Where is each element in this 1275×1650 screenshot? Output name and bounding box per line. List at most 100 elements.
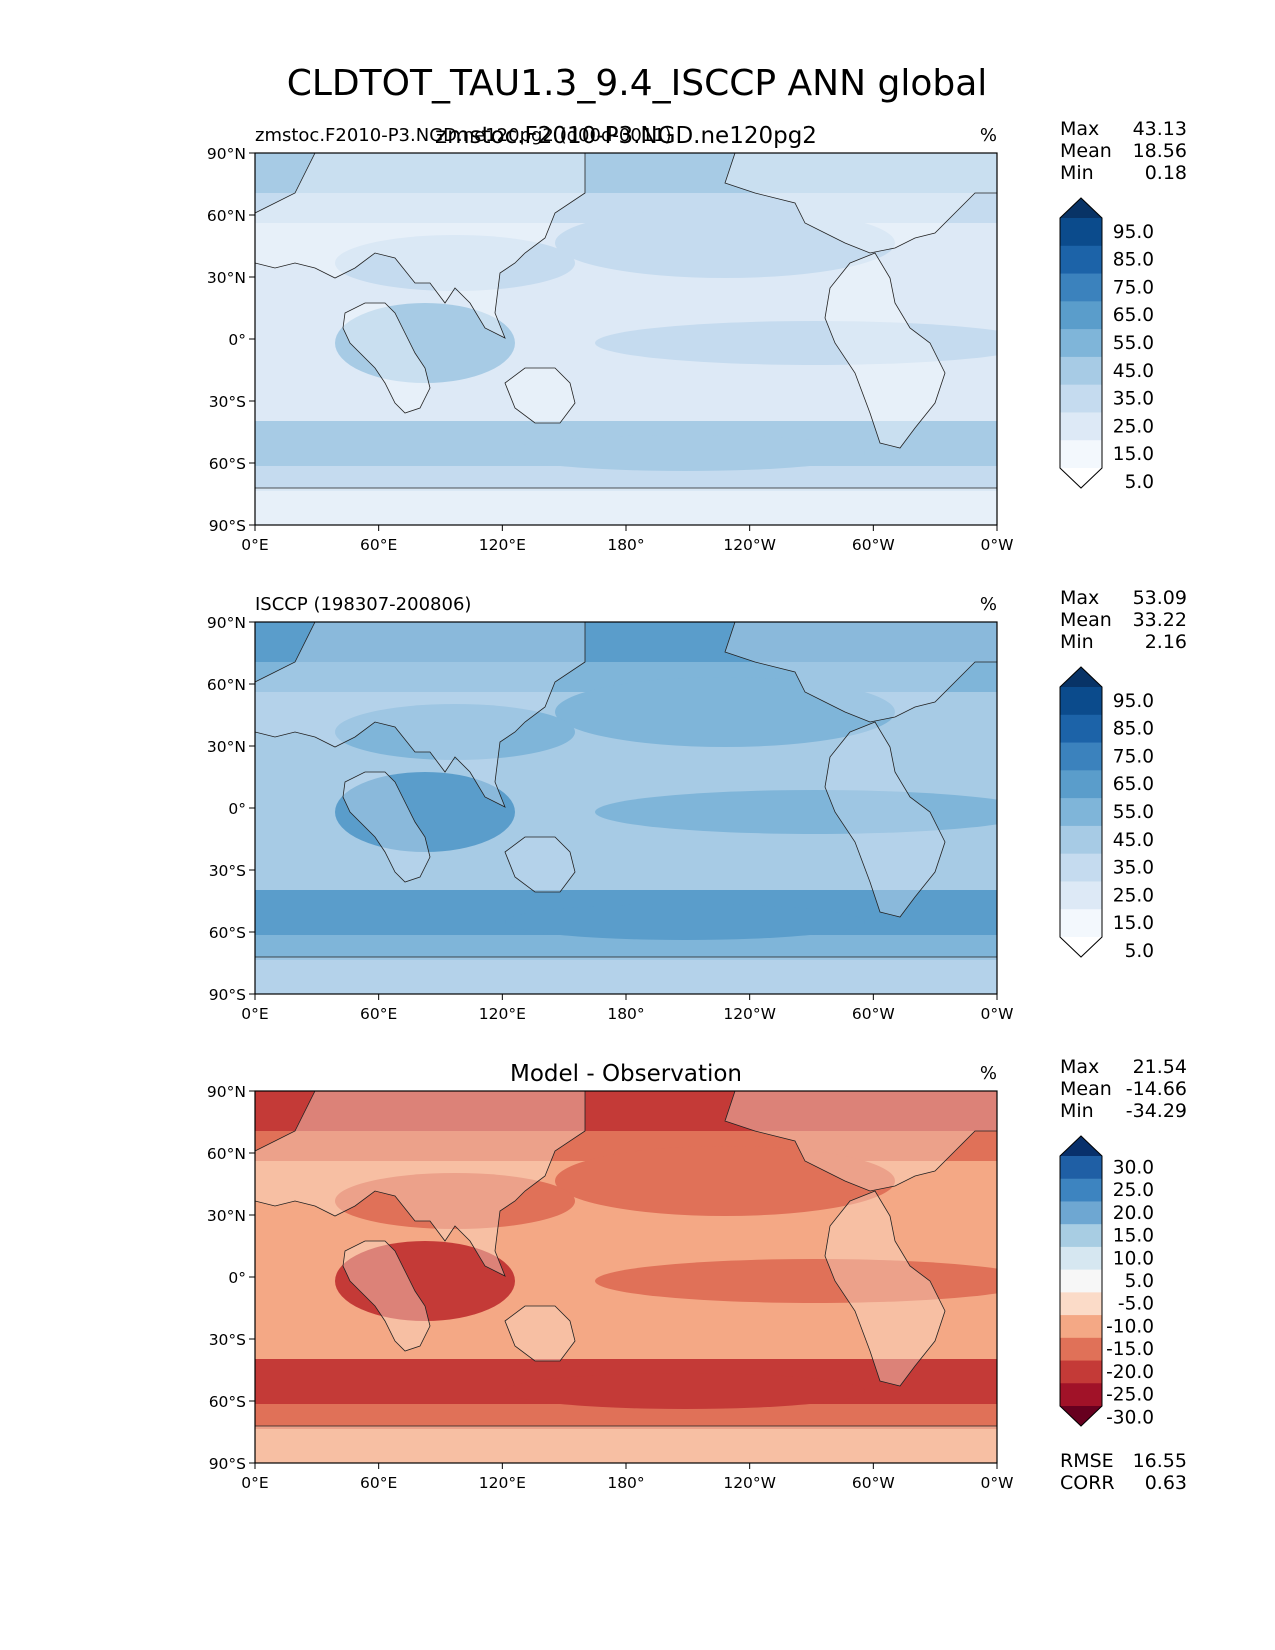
colorbar-tick-label: 65.0	[1113, 774, 1154, 795]
map-axes: 90°N 60°N 30°N 0° 30°S 60°S 90°S0°E 60°E 120°E 18…	[207, 145, 1014, 554]
lon-tick-label: 60°W	[852, 1005, 895, 1023]
colorbar-segment	[1060, 742, 1102, 771]
lon-tick-label: 0°E	[241, 1474, 268, 1492]
stat-label: Max	[1060, 587, 1099, 609]
panel-center-title: Model - Observation	[510, 1061, 742, 1087]
map-field	[254, 621, 998, 995]
stat-label: Min	[1060, 162, 1094, 184]
lon-tick-label: 0°W	[981, 536, 1014, 554]
colorbar-segment	[1060, 1156, 1102, 1180]
figure-title: CLDTOT_TAU1.3_9.4_ISCCP ANN global	[287, 63, 988, 104]
colorbar-segment	[1060, 301, 1102, 330]
stat-value: 21.54	[1133, 1056, 1187, 1078]
stats-block: Max 53.09 Mean 33.22 Min 2.16	[1060, 587, 1187, 653]
colorbar-tick-label: 25.0	[1113, 416, 1154, 437]
stats-block: Max 21.54 Mean -14.66 Min -34.29	[1060, 1056, 1187, 1122]
error-stats: RMSE 16.55 CORR 0.63	[1060, 1450, 1187, 1494]
colorbar-tick-label: 35.0	[1113, 858, 1154, 879]
colorbar-segment	[1060, 329, 1102, 358]
colorbar-tick-label: -20.0	[1106, 1362, 1154, 1383]
map-field	[254, 152, 998, 526]
colorbar-segment	[1060, 1315, 1102, 1339]
colorbar-segment	[1060, 881, 1102, 910]
colorbar-segment	[1060, 273, 1102, 302]
lat-tick-label: 60°N	[207, 207, 246, 225]
colorbar-segment	[1060, 356, 1102, 386]
panel-units: %	[980, 594, 997, 615]
lat-tick-label: 90°S	[209, 517, 246, 535]
colorbar: 95.0 85.0 75.0 65.0 55.0 45.0 35.0 25.0 15.0 5.0	[1059, 197, 1154, 493]
stat-label: Min	[1060, 631, 1094, 653]
panel-center-title: zmstoc.F2010-P3.NGD.ne120pg2	[435, 123, 817, 149]
colorbar-segment	[1060, 1360, 1102, 1384]
lon-tick-label: 120°W	[723, 1005, 776, 1023]
stat-value: -34.29	[1126, 1100, 1187, 1122]
stats-block: Max 43.13 Mean 18.56 Min 0.18	[1060, 118, 1187, 184]
lat-tick-label: 30°N	[207, 1207, 246, 1225]
panel-units: %	[980, 125, 997, 146]
colorbar-tick-label: 5.0	[1125, 1271, 1154, 1292]
error-stat-value: 16.55	[1133, 1450, 1187, 1472]
colorbar-tick-label: 85.0	[1113, 719, 1154, 740]
colorbar-tick-label: 55.0	[1113, 333, 1154, 354]
colorbar-segment	[1060, 1269, 1102, 1293]
colorbar-tick-label: 20.0	[1113, 1203, 1154, 1224]
colorbar-tick-label: 55.0	[1113, 802, 1154, 823]
stat-value: 2.16	[1145, 631, 1187, 653]
lat-tick-label: 30°S	[209, 393, 246, 411]
colorbar-segment	[1060, 384, 1102, 413]
lon-tick-label: 0°E	[241, 1005, 268, 1023]
colorbar-segment	[1060, 714, 1102, 744]
map-field	[254, 1090, 998, 1464]
panel-diff: Model - Observation % 90°N 60°N 30°N 0° 30°S 60…	[207, 1056, 1187, 1494]
error-stat-value: 0.63	[1145, 1472, 1187, 1494]
colorbar-extend-max	[1060, 1136, 1102, 1156]
colorbar-tick-label: 5.0	[1125, 472, 1154, 493]
lon-tick-label: 120°E	[479, 1005, 526, 1023]
lat-tick-label: 60°S	[209, 455, 246, 473]
colorbar-tick-label: 10.0	[1113, 1248, 1154, 1269]
stat-value: 43.13	[1133, 118, 1187, 140]
lat-tick-label: 0°	[228, 1269, 246, 1287]
lat-tick-label: 0°	[228, 331, 246, 349]
lon-tick-label: 60°W	[852, 536, 895, 554]
colorbar-segment	[1060, 853, 1102, 882]
colorbar-tick-label: 75.0	[1113, 746, 1154, 767]
lat-tick-label: 30°N	[207, 738, 246, 756]
colorbar-segment	[1060, 1178, 1102, 1202]
lat-tick-label: 90°S	[209, 1455, 246, 1473]
lat-tick-label: 30°S	[209, 862, 246, 880]
colorbar-tick-label: -5.0	[1118, 1294, 1154, 1315]
colorbar-tick-label: 45.0	[1113, 361, 1154, 382]
panel-left-title: zmstoc.F2010-P3.NGD.ne120pg2 (d00d-0011)	[255, 125, 672, 146]
lon-tick-label: 0°W	[981, 1474, 1014, 1492]
lon-tick-label: 120°E	[479, 1474, 526, 1492]
colorbar-tick-label: 15.0	[1113, 913, 1154, 934]
colorbar-segment	[1060, 798, 1102, 827]
stat-label: Mean	[1060, 1078, 1112, 1100]
lat-tick-label: 60°N	[207, 1145, 246, 1163]
colorbar-segment	[1060, 1292, 1102, 1316]
colorbar-tick-label: 5.0	[1125, 941, 1154, 962]
colorbar-segment	[1060, 1246, 1102, 1271]
lat-tick-label: 90°N	[207, 145, 246, 163]
lon-tick-label: 180°	[607, 1005, 644, 1023]
colorbar-tick-label: 45.0	[1113, 830, 1154, 851]
panel-units: %	[980, 1063, 997, 1084]
panel-model: zmstoc.F2010-P3.NGD.ne120pg2 (d00d-0011)…	[207, 118, 1187, 554]
lat-tick-label: 60°S	[209, 924, 246, 942]
lon-tick-label: 60°E	[360, 1474, 397, 1492]
colorbar-tick-label: 95.0	[1113, 691, 1154, 712]
colorbar-extend-min	[1060, 937, 1102, 957]
stat-label: Max	[1060, 118, 1099, 140]
colorbar: 95.0 85.0 75.0 65.0 55.0 45.0 35.0 25.0 15.0 5.0	[1059, 666, 1154, 962]
lat-tick-label: 90°N	[207, 1083, 246, 1101]
stat-value: 53.09	[1133, 587, 1187, 609]
colorbar-tick-label: 75.0	[1113, 277, 1154, 298]
lon-tick-label: 180°	[607, 536, 644, 554]
map-axes: 90°N 60°N 30°N 0° 30°S 60°S 90°S0°E 60°E 120°E 18…	[207, 1083, 1014, 1492]
lon-tick-label: 60°E	[360, 536, 397, 554]
colorbar-segment	[1060, 440, 1102, 469]
panel-obs: ISCCP (198307-200806) % 90°N 60°N 30°N 0° 30°S…	[207, 587, 1187, 1023]
